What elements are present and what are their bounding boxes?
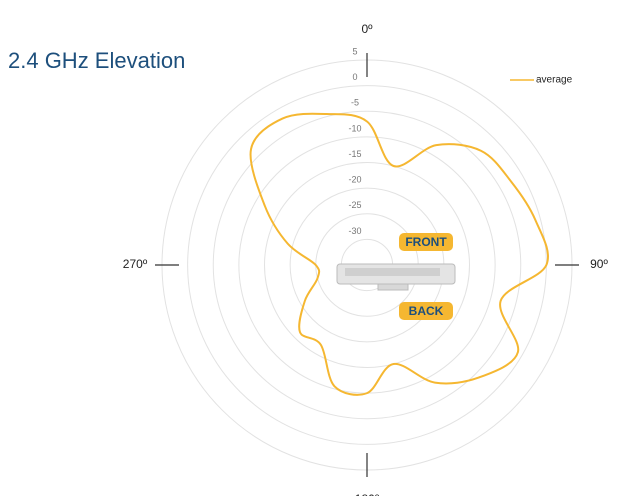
r-tick-label: -20 bbox=[348, 175, 361, 185]
r-tick-label: 5 bbox=[352, 46, 357, 56]
angle-label: 180º bbox=[355, 492, 380, 496]
annotation: BACK bbox=[399, 302, 453, 320]
chart: 2.4 GHz Elevation 5 0 -5 -10 -15 -20 -25 -30 0º 9… bbox=[0, 0, 618, 496]
series-line bbox=[251, 114, 548, 395]
r-tick-label: -5 bbox=[351, 98, 359, 108]
chart-title: 2.4 GHz Elevation bbox=[8, 48, 185, 73]
device bbox=[337, 264, 455, 290]
annotation-label: FRONT bbox=[405, 235, 447, 249]
annotation: FRONT bbox=[399, 233, 453, 251]
r-tick-label: 0 bbox=[352, 72, 357, 82]
angle-label: 270º bbox=[123, 257, 148, 271]
r-tick-label: -15 bbox=[348, 149, 361, 159]
r-tick-label: -30 bbox=[348, 226, 361, 236]
legend-label: average bbox=[536, 75, 573, 86]
angle-label: 90º bbox=[590, 257, 608, 271]
r-tick-label: -25 bbox=[348, 200, 361, 210]
angle-label: 0º bbox=[361, 22, 373, 36]
r-tick-label: -10 bbox=[348, 123, 361, 133]
annotation-label: BACK bbox=[409, 304, 444, 318]
